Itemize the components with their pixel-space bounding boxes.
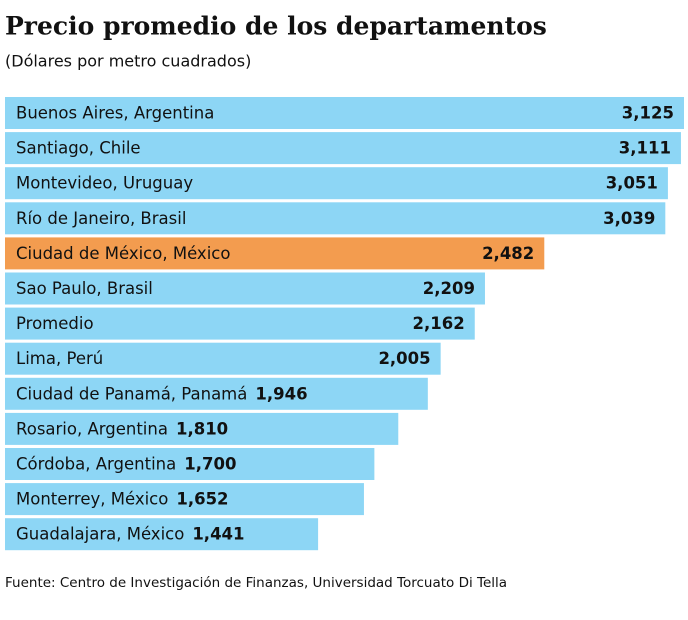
category-label: Monterrey, México	[16, 490, 168, 509]
bar	[5, 412, 399, 445]
bar	[5, 518, 319, 551]
value-label: 2,162	[413, 314, 465, 333]
bar	[5, 342, 441, 375]
value-label: 1,652	[176, 490, 228, 509]
bar	[5, 97, 684, 129]
category-label: Promedio	[16, 314, 94, 333]
category-label: Sao Paulo, Brasil	[16, 279, 153, 298]
bar	[5, 483, 364, 516]
category-label: Rosario, Argentina	[16, 419, 168, 438]
category-label: Montevideo, Uruguay	[16, 174, 193, 193]
chart-title: Precio promedio de los departamentos	[5, 12, 547, 41]
category-label: Río de Janeiro, Brasil	[16, 209, 186, 228]
bar	[5, 448, 375, 480]
value-label: 2,209	[423, 279, 475, 298]
bar	[5, 237, 545, 270]
category-label: Ciudad de México, México	[16, 244, 230, 263]
category-label: Córdoba, Argentina	[16, 455, 176, 474]
bar	[5, 272, 485, 305]
value-label: 2,482	[482, 244, 534, 263]
value-label: 1,441	[192, 525, 244, 544]
category-label: Ciudad de Panamá, Panamá	[16, 384, 247, 403]
bar	[5, 202, 666, 235]
category-label: Guadalajara, México	[16, 525, 184, 544]
chart-subtitle: (Dólares por metro cuadrados)	[5, 52, 251, 71]
bar	[5, 167, 668, 200]
bars: Buenos Aires, Argentina 3,125 Santiago, Ch…	[5, 97, 684, 551]
value-label: 1,946	[255, 384, 307, 403]
value-label: 1,810	[176, 419, 228, 438]
category-label: Buenos Aires, Argentina	[16, 104, 214, 123]
bar	[5, 132, 681, 165]
bar	[5, 307, 475, 340]
source-note: Fuente: Centro de Investigación de Finan…	[5, 575, 507, 591]
value-label: 1,700	[184, 455, 236, 474]
category-label: Santiago, Chile	[16, 139, 141, 158]
category-label: Lima, Perú	[16, 349, 103, 368]
value-label: 3,039	[603, 209, 655, 228]
bar	[5, 377, 428, 410]
value-label: 3,111	[619, 139, 671, 158]
value-label: 2,005	[378, 349, 430, 368]
value-label: 3,051	[606, 174, 658, 193]
value-label: 3,125	[622, 104, 674, 123]
